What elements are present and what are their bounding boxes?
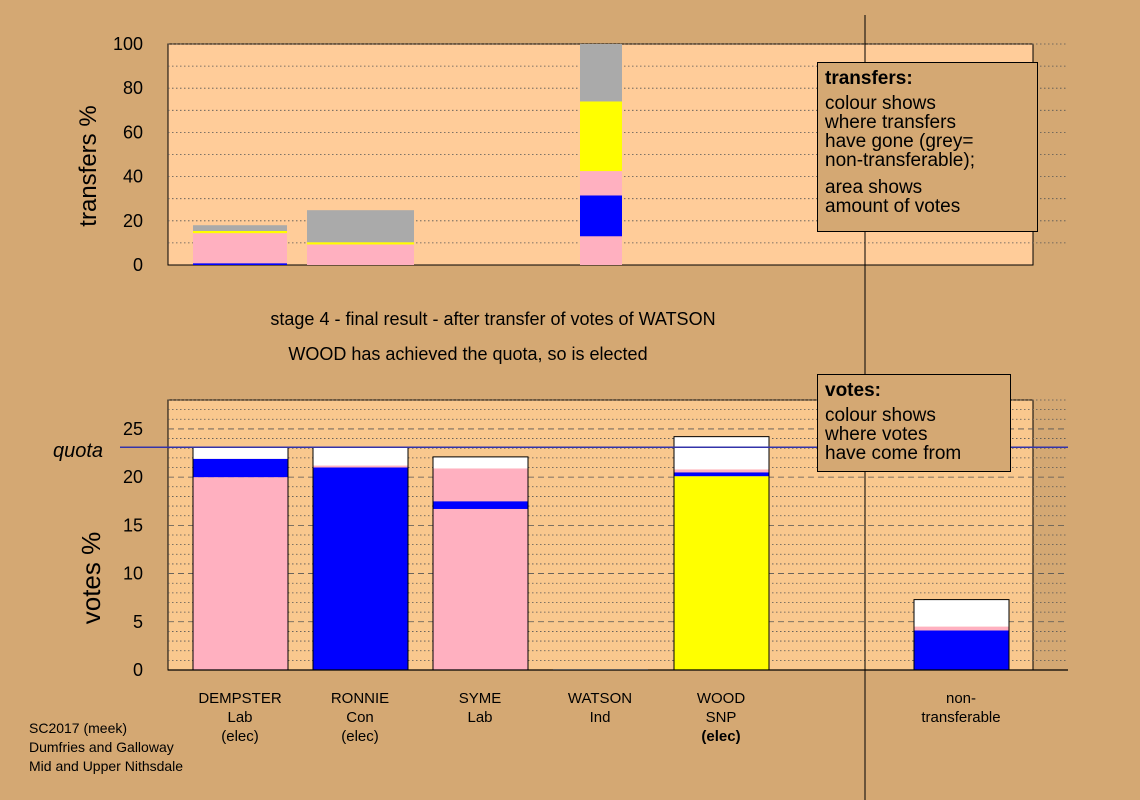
y-tick-label: 5	[133, 612, 143, 632]
legend-line: area shows	[825, 177, 923, 198]
y-tick-label: 40	[123, 167, 143, 187]
transfer-segment-dempster	[193, 233, 287, 264]
candidate-label-syme: SYME Lab	[458, 690, 502, 726]
vote-segment-ronnie	[313, 447, 408, 466]
legend-line: where transfers	[825, 112, 956, 133]
legend-line: non-transferable);	[825, 150, 975, 171]
transfer-segment-dempster	[193, 263, 287, 265]
y-tick-label: 0	[133, 660, 143, 680]
y-tick-label: 0	[133, 255, 143, 275]
candidate-label-wood: WOOD SNP (elec)	[696, 690, 746, 745]
candidate-label-ronnie: RONNIE Con (elec)	[330, 690, 390, 745]
vote-segment-non-transferable	[914, 599, 1009, 627]
stage-subtitle: WOOD has achieved the quota, so is elect…	[288, 344, 648, 364]
transfers-legend-title: transfers:	[825, 68, 913, 89]
legend-line: amount of votes	[825, 196, 961, 217]
vote-segment-non-transferable	[914, 630, 1009, 670]
transfer-segment-wood	[580, 171, 622, 196]
y-tick-label: 60	[123, 122, 143, 142]
vote-segment-wood	[674, 469, 769, 473]
transfer-segment-ronnie	[307, 210, 414, 243]
vote-segment-dempster	[193, 477, 288, 670]
votes-legend-title: votes:	[825, 380, 881, 401]
votes-axis-label: votes %	[76, 532, 106, 625]
vote-segment-syme	[433, 508, 528, 670]
vote-segment-non-transferable	[914, 626, 1009, 631]
y-tick-label: 80	[123, 78, 143, 98]
transfer-segment-wood	[580, 101, 622, 172]
footer-line: SC2017 (meek)	[29, 720, 128, 736]
footer-line: Mid and Upper Nithsdale	[29, 758, 184, 774]
transfers-legend: transfers: colour shows where transfers …	[817, 62, 1038, 232]
footer-line: Dumfries and Galloway	[29, 739, 174, 755]
footer-note: SC2017 (meek) Dumfries and Galloway Mid …	[29, 719, 183, 776]
stage-title: stage 4 - final result - after transfer …	[270, 309, 716, 329]
vote-segment-ronnie	[313, 467, 408, 670]
votes-legend: votes: colour shows where votes have com…	[817, 374, 1011, 472]
vote-segment-wood	[674, 472, 769, 477]
quota-label: quota	[53, 440, 103, 462]
y-tick-label: 10	[123, 564, 143, 584]
y-tick-label: 15	[123, 515, 143, 535]
legend-line: where votes	[825, 424, 928, 445]
transfer-segment-wood	[580, 195, 622, 237]
y-tick-label: 100	[113, 34, 143, 54]
transfers-axis-label: transfers %	[75, 105, 102, 226]
legend-line: colour shows	[825, 93, 936, 114]
vote-segment-ronnie	[313, 465, 408, 468]
y-tick-label: 20	[123, 211, 143, 231]
transfer-segment-dempster	[193, 230, 287, 234]
transfer-segment-ronnie	[307, 242, 414, 245]
vote-segment-syme	[433, 468, 528, 502]
vote-segment-wood	[674, 436, 769, 470]
vote-segment-syme	[433, 456, 528, 469]
legend-line: have gone (grey=	[825, 131, 974, 152]
transfer-segment-wood	[580, 236, 622, 265]
vote-segment-syme	[433, 501, 528, 509]
vote-segment-dempster	[193, 458, 288, 478]
legend-line: colour shows	[825, 405, 936, 426]
candidate-label-watson: WATSON Ind	[567, 690, 633, 726]
candidate-label-nontransferable: non-transferable	[921, 690, 1001, 726]
y-tick-label: 20	[123, 467, 143, 487]
transfer-segment-ronnie	[307, 244, 414, 265]
transfer-segment-wood	[580, 44, 622, 102]
transfer-segment-dempster	[193, 225, 287, 231]
vote-segment-dempster	[193, 447, 288, 459]
y-tick-label: 25	[123, 419, 143, 439]
legend-line: have come from	[825, 443, 962, 464]
vote-segment-wood	[674, 476, 769, 670]
candidate-label-dempster: DEMPSTER Lab (elec)	[198, 690, 282, 745]
